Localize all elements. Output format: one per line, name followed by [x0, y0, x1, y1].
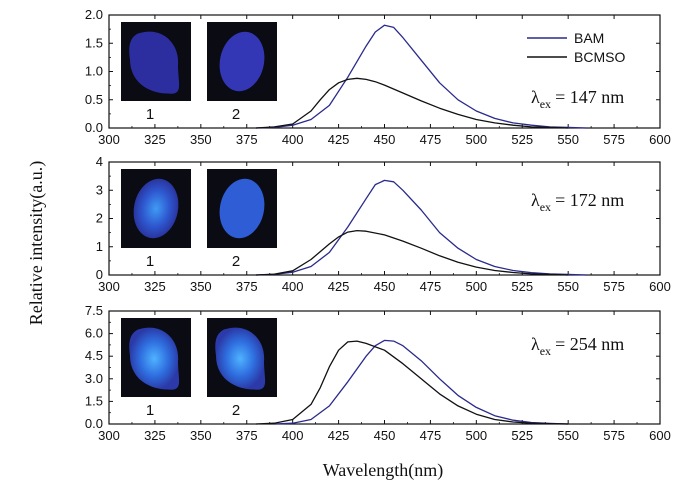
- y-tick-label: 1.5: [85, 393, 103, 408]
- y-tick-label: 4: [96, 154, 103, 169]
- series-line-bcmso: [255, 229, 569, 276]
- x-tick-label: 350: [190, 132, 212, 147]
- x-tick-label: 300: [98, 279, 120, 294]
- y-tick-label: 6.0: [85, 326, 103, 341]
- x-tick-label: 450: [374, 132, 396, 147]
- legend-bcmso-label: BCMSO: [574, 49, 625, 65]
- x-tick-label: 400: [282, 132, 304, 147]
- x-tick-label: 300: [98, 132, 120, 147]
- excitation-label: λex = 147 nm: [531, 87, 624, 111]
- series-line-bcmso: [255, 77, 569, 129]
- x-tick-label: 575: [603, 132, 625, 147]
- x-tick-label: 300: [98, 428, 120, 443]
- y-tick-label: 3.0: [85, 371, 103, 386]
- sample-photo-2: [207, 318, 277, 397]
- y-tick-label: 0.0: [85, 416, 103, 431]
- x-tick-label: 400: [282, 428, 304, 443]
- legend: BAM BCMSO: [527, 30, 625, 65]
- series-line-bam: [274, 339, 569, 425]
- x-tick-label: 425: [328, 428, 350, 443]
- phosphor-sample: [133, 178, 179, 239]
- x-tick-label: 525: [511, 132, 533, 147]
- x-tick-label: 400: [282, 279, 304, 294]
- plot-frame: [108, 161, 661, 276]
- sample-photo-2: [207, 22, 277, 101]
- sample-photo-1: [121, 22, 191, 101]
- sample-photo-1: [121, 169, 191, 248]
- x-tick-label: 325: [144, 132, 166, 147]
- x-tick-label: 475: [420, 279, 442, 294]
- x-tick-label: 600: [649, 428, 671, 443]
- x-tick-label: 525: [511, 428, 533, 443]
- phosphor-sample: [219, 31, 265, 92]
- y-tick-label: 2: [96, 211, 103, 226]
- x-tick-label: 325: [144, 428, 166, 443]
- x-tick-label: 425: [328, 279, 350, 294]
- x-tick-label: 375: [236, 428, 258, 443]
- x-tick-label: 500: [465, 428, 487, 443]
- panel-254nm: 300 325 350 375 400 425 450 475 500 525 550 575 600 0…: [85, 303, 671, 443]
- excitation-label: λex = 172 nm: [531, 190, 624, 214]
- x-tick-label: 375: [236, 279, 258, 294]
- y-tick-label: 1.0: [85, 64, 103, 79]
- photo-label: 1: [146, 106, 154, 123]
- x-tick-label: 550: [557, 279, 579, 294]
- x-axis-title: Wavelength(nm): [323, 460, 444, 481]
- x-tick-label: 550: [557, 132, 579, 147]
- x-tick-label: 500: [465, 132, 487, 147]
- excitation-label: λex = 254 nm: [531, 334, 624, 358]
- panel-147nm: 300 325 350 375 400 425 450 475 500 525 550 575 600 0…: [85, 7, 671, 147]
- y-tick-label: 4.5: [85, 348, 103, 363]
- photo-label: 1: [146, 402, 154, 419]
- photo-label: 2: [232, 106, 240, 123]
- y-tick-label: 7.5: [85, 303, 103, 318]
- x-tick-label: 500: [465, 279, 487, 294]
- x-tick-label: 575: [603, 279, 625, 294]
- x-tick-label: 575: [603, 428, 625, 443]
- photo-label: 2: [232, 253, 240, 270]
- x-tick-label: 425: [328, 132, 350, 147]
- y-tick-label: 2.0: [85, 7, 103, 22]
- sample-photo-2: [207, 169, 277, 248]
- y-tick-label: 0.5: [85, 92, 103, 107]
- panel-172nm: 300 325 350 375 400 425 450 475 500 525 550 575 600 0…: [96, 154, 671, 294]
- sample-photo-1: [121, 318, 191, 397]
- x-tick-label: 325: [144, 279, 166, 294]
- y-tick-label: 1: [96, 239, 103, 254]
- phosphor-sample: [129, 31, 180, 94]
- x-tick-label: 550: [557, 428, 579, 443]
- x-tick-label: 600: [649, 279, 671, 294]
- x-tick-label: 450: [374, 279, 396, 294]
- phosphor-sample: [219, 178, 265, 239]
- x-tick-label: 375: [236, 132, 258, 147]
- x-tick-label: 475: [420, 132, 442, 147]
- series-line-bam: [255, 179, 587, 276]
- x-tick-label: 350: [190, 428, 212, 443]
- y-tick-label: 0.0: [85, 120, 103, 135]
- plot-frame: [108, 310, 661, 425]
- x-tick-label: 600: [649, 132, 671, 147]
- y-tick-label: 1.5: [85, 35, 103, 50]
- x-tick-label: 450: [374, 428, 396, 443]
- phosphor-sample: [129, 327, 180, 390]
- x-tick-label: 475: [420, 428, 442, 443]
- y-tick-label: 0: [96, 267, 103, 282]
- series-line-bam: [255, 24, 587, 129]
- legend-bam-label: BAM: [574, 30, 604, 46]
- series-line-bcmso: [255, 340, 569, 425]
- x-tick-label: 525: [511, 279, 533, 294]
- x-tick-label: 350: [190, 279, 212, 294]
- photo-label: 1: [146, 253, 154, 270]
- phosphor-sample: [215, 327, 266, 390]
- photo-label: 2: [232, 402, 240, 419]
- y-axis-title: Relative intensity(a.u.): [26, 161, 47, 325]
- y-tick-label: 3: [96, 182, 103, 197]
